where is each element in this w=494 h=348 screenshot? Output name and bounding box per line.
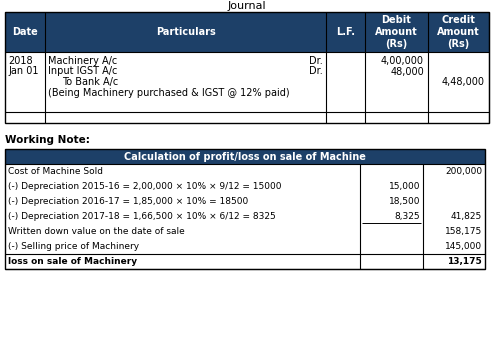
Text: 2018: 2018 <box>8 56 33 66</box>
Text: 18,500: 18,500 <box>388 197 420 206</box>
Text: Machinery A/c: Machinery A/c <box>48 56 117 66</box>
Text: To Bank A/c: To Bank A/c <box>62 77 118 87</box>
Text: (-) Depreciation 2016-17 = 1,85,000 × 10% = 18500: (-) Depreciation 2016-17 = 1,85,000 × 10… <box>8 197 248 206</box>
Text: loss on sale of Machinery: loss on sale of Machinery <box>8 257 137 266</box>
Bar <box>327 52 365 112</box>
Text: Date: Date <box>12 27 38 37</box>
Text: 4,00,000: 4,00,000 <box>381 56 424 66</box>
Bar <box>5 164 485 179</box>
Text: (-) Depreciation 2017-18 = 1,66,500 × 10% × 6/12 = 8325: (-) Depreciation 2017-18 = 1,66,500 × 10… <box>8 212 276 221</box>
Text: Calculation of profit/loss on sale of Machine: Calculation of profit/loss on sale of Ma… <box>124 151 366 161</box>
Bar <box>5 194 485 209</box>
Bar <box>5 209 485 224</box>
Text: 8,325: 8,325 <box>394 212 420 221</box>
Text: Cost of Machine Sold: Cost of Machine Sold <box>8 167 103 176</box>
Text: 41,825: 41,825 <box>451 212 482 221</box>
Text: 145,000: 145,000 <box>445 242 482 251</box>
Bar <box>365 52 428 112</box>
Text: L.F.: L.F. <box>336 27 355 37</box>
Text: Debit
Amount
(Rs): Debit Amount (Rs) <box>375 15 418 49</box>
Bar <box>5 12 44 52</box>
Bar <box>44 112 327 123</box>
Bar <box>44 12 327 52</box>
Text: 48,000: 48,000 <box>390 66 424 77</box>
Text: Particulars: Particulars <box>156 27 215 37</box>
Text: (-) Depreciation 2015-16 = 2,00,000 × 10% × 9/12 = 15000: (-) Depreciation 2015-16 = 2,00,000 × 10… <box>8 182 282 191</box>
Bar <box>327 112 365 123</box>
Bar <box>5 149 485 164</box>
Text: (Being Machinery purchased & IGST @ 12% paid): (Being Machinery purchased & IGST @ 12% … <box>48 87 289 97</box>
Text: Dr.: Dr. <box>309 66 323 77</box>
Bar <box>5 12 489 123</box>
Bar <box>5 52 44 112</box>
Bar <box>428 52 489 112</box>
Text: 15,000: 15,000 <box>388 182 420 191</box>
Bar <box>5 239 485 254</box>
Text: 158,175: 158,175 <box>445 227 482 236</box>
Text: Input IGST A/c: Input IGST A/c <box>48 66 117 77</box>
Text: Written down value on the date of sale: Written down value on the date of sale <box>8 227 185 236</box>
Bar <box>5 179 485 194</box>
Text: 13,175: 13,175 <box>447 257 482 266</box>
Bar <box>5 224 485 239</box>
Text: 4,48,000: 4,48,000 <box>442 77 485 87</box>
Text: Dr.: Dr. <box>309 56 323 66</box>
Bar <box>327 12 365 52</box>
Bar <box>44 52 327 112</box>
Text: (-) Selling price of Machinery: (-) Selling price of Machinery <box>8 242 139 251</box>
Text: Jan 01: Jan 01 <box>8 66 39 77</box>
Bar <box>365 112 428 123</box>
Text: Journal: Journal <box>228 1 266 11</box>
Bar <box>5 112 44 123</box>
Text: 200,000: 200,000 <box>445 167 482 176</box>
Bar <box>5 149 485 269</box>
Text: Working Note:: Working Note: <box>5 135 90 145</box>
Bar <box>5 254 485 269</box>
Bar <box>428 12 489 52</box>
Text: Credit
Amount
(Rs): Credit Amount (Rs) <box>437 15 480 49</box>
Bar <box>428 112 489 123</box>
Bar <box>365 12 428 52</box>
